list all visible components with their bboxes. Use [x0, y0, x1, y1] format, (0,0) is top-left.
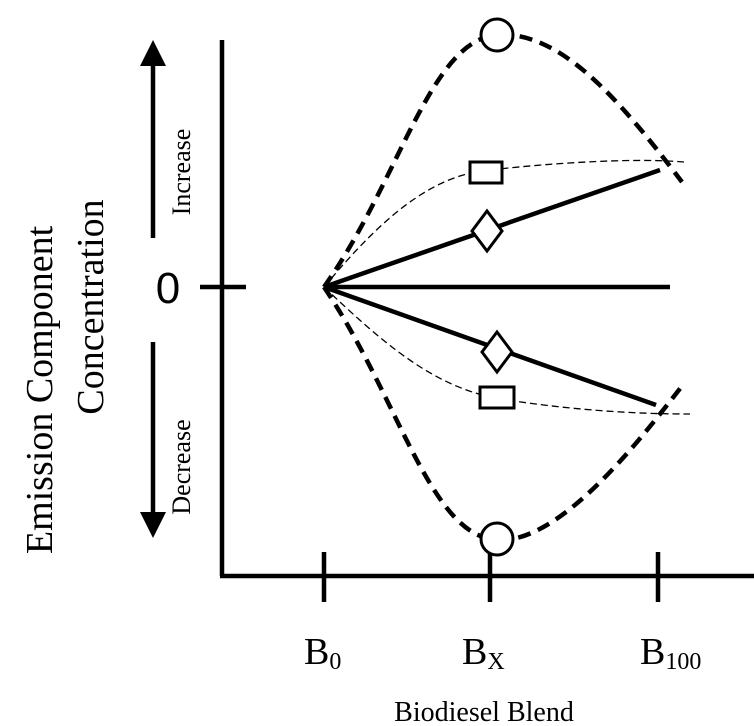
- diamond-marker: [480, 329, 514, 375]
- circle-marker: [479, 17, 515, 53]
- diamond-marker: [470, 208, 504, 254]
- increase-label: Increase: [167, 129, 196, 216]
- increase-arrow: [140, 40, 166, 238]
- lower-bold-dashed-curve: [322, 285, 684, 543]
- y-axis-title-line1: Emission Component: [19, 225, 61, 554]
- decrease-arrow: [140, 342, 166, 538]
- upper-bold-dashed-curve: [322, 32, 684, 289]
- decrease-label: Decrease: [167, 419, 196, 514]
- lower-thin-dashed-curve: [323, 286, 691, 415]
- circle-marker: [479, 521, 515, 557]
- x-tick-label-b0: B0: [304, 631, 341, 675]
- square-marker: [478, 385, 516, 410]
- y-axis-title-line2: Concentration: [70, 199, 112, 414]
- square-marker: [468, 160, 504, 185]
- upper-thin-dashed-curve: [323, 159, 685, 288]
- x-axis-title: Biodiesel Blend: [394, 697, 574, 726]
- zero-label: 0: [156, 264, 180, 313]
- x-tick-label-bx: BX: [462, 631, 505, 675]
- x-tick-label-b100: B100: [640, 631, 701, 675]
